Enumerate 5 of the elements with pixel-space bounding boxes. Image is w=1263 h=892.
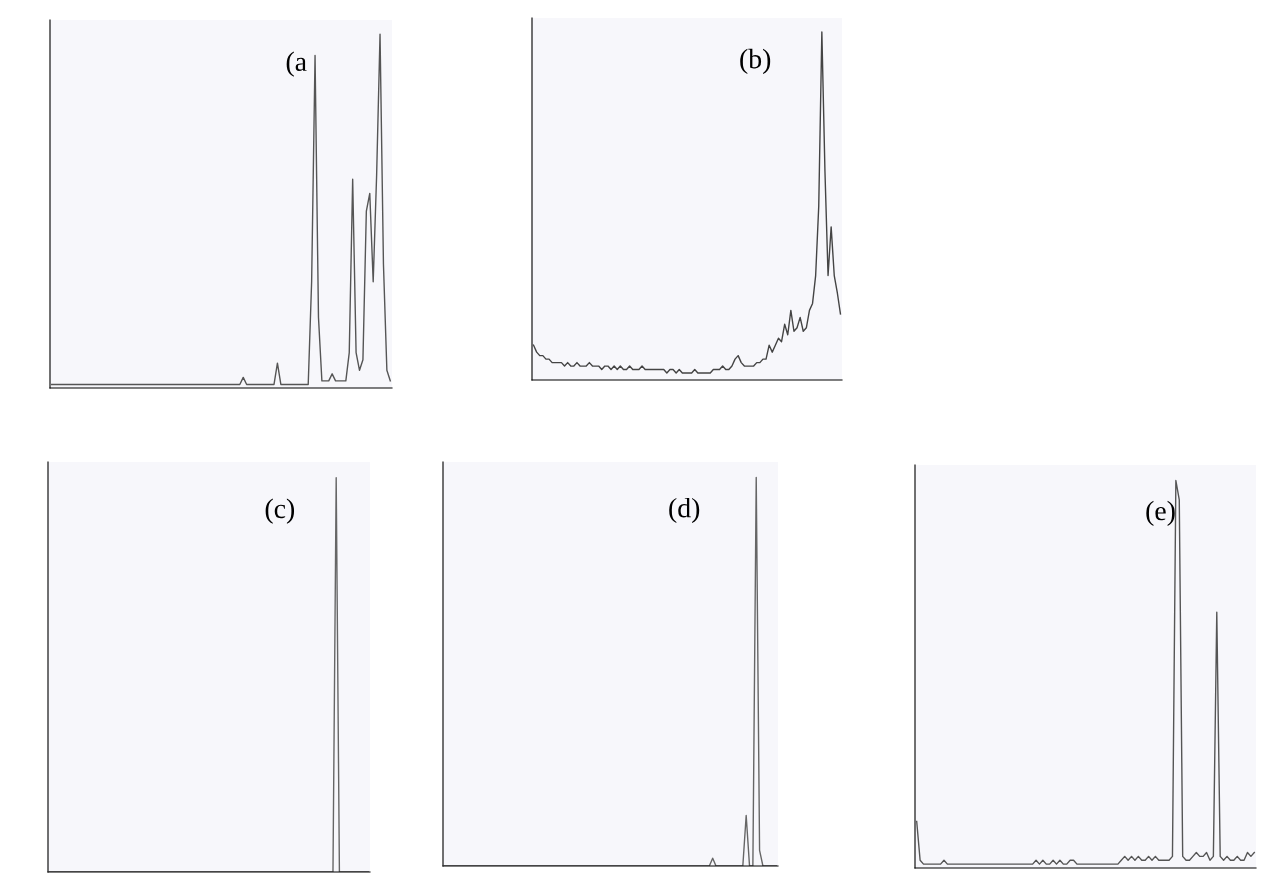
annotation: (e) <box>1146 500 1175 526</box>
annotation: (a <box>286 51 307 77</box>
annotation: (d) <box>669 497 700 524</box>
annotation: (c) <box>265 498 295 524</box>
annotation: (b) <box>740 48 771 75</box>
